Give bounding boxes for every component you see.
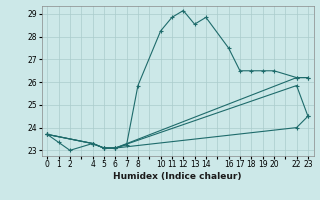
X-axis label: Humidex (Indice chaleur): Humidex (Indice chaleur) (113, 172, 242, 181)
